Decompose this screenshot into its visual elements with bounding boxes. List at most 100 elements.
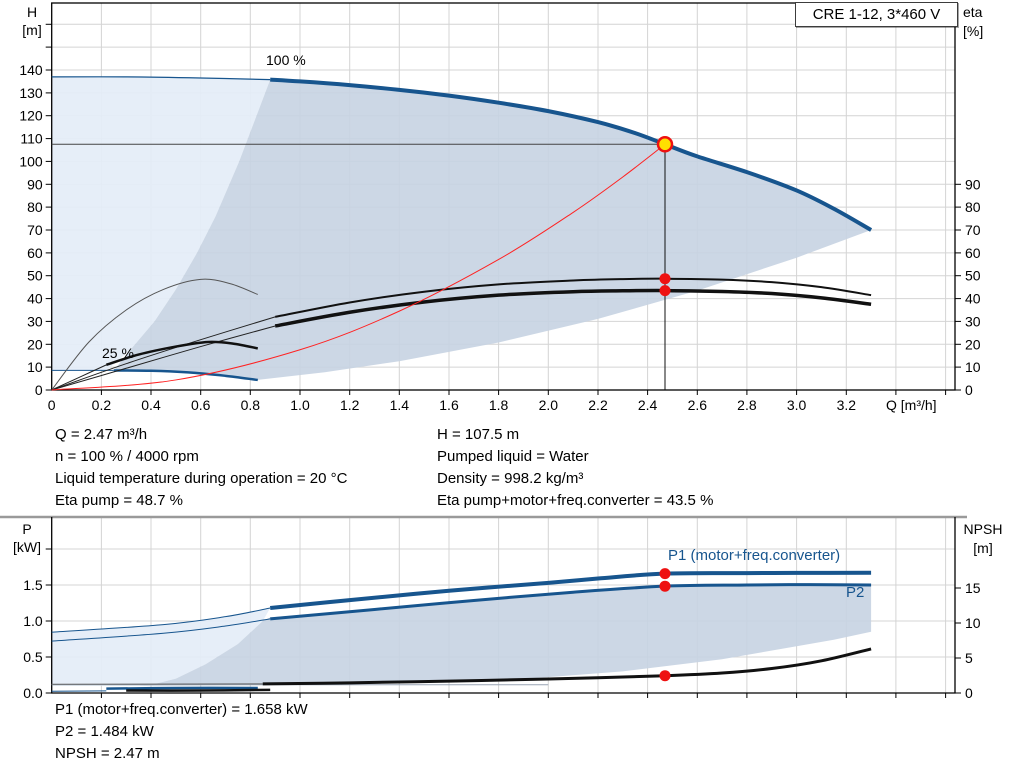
p1-curve	[269, 570, 872, 611]
tick-label: 40	[27, 291, 43, 307]
info-liquid-temperature: Liquid temperature during operation = 20…	[55, 470, 348, 487]
tick-label: 1.6	[439, 397, 459, 413]
duty-info-right: H = 107.5 m Pumped liquid = Water Densit…	[437, 424, 713, 512]
operating-range-low-flow	[51, 76, 271, 371]
npsh-axis-unit: [m]	[973, 540, 993, 556]
eta-total-25-low-flow	[51, 364, 107, 391]
tick-label: 0.2	[92, 397, 112, 413]
tick-label: 40	[965, 291, 981, 307]
info-flow: Q = 2.47 m³/h	[55, 426, 148, 443]
tick-label: 30	[27, 313, 43, 329]
duty-info-left: Q = 2.47 m³/h n = 100 % / 4000 rpm Liqui…	[55, 424, 347, 512]
pump-curve-100-low-flow	[51, 76, 271, 81]
tick-label: 90	[965, 176, 981, 192]
eta-pump-low-flow	[51, 316, 276, 391]
tick-label: 130	[19, 85, 43, 101]
tick-label: 60	[965, 245, 981, 261]
p1-duty-marker	[659, 568, 671, 580]
tick-label: 110	[20, 131, 43, 147]
tick-label: 2.4	[638, 397, 658, 413]
power-npsh-chart-plot-area[interactable]	[52, 517, 955, 693]
tick-label: 60	[27, 245, 43, 261]
tick-label: 0.5	[23, 649, 43, 665]
chart-frame	[51, 2, 956, 391]
info-npsh: NPSH = 2.47 m	[55, 745, 160, 762]
tick-label: 3.0	[787, 397, 807, 413]
tick-label: 50	[965, 268, 981, 284]
tick-label: 80	[27, 199, 43, 215]
info-speed: n = 100 % / 4000 rpm	[55, 448, 199, 465]
info-eta-pump: Eta pump = 48.7 %	[55, 492, 183, 509]
head-chart: 0 10 20 30 40 50 60 70 80 90 100 110 120 130 140 0 10 20 3…	[19, 2, 981, 413]
tick-label: 70	[965, 222, 981, 238]
tick-label: 90	[27, 176, 43, 192]
p1-curve-low-flow	[51, 607, 271, 633]
info-p1: P1 (motor+freq.converter) = 1.658 kW	[55, 701, 308, 718]
tick-label: 140	[19, 62, 43, 78]
tick-label: 1.2	[340, 397, 360, 413]
tick-label: 2.0	[539, 397, 559, 413]
tick-label: 20	[965, 336, 981, 352]
info-density: Density = 998.2 kg/m³	[437, 470, 584, 487]
pump-curve-25	[113, 369, 258, 382]
tick-label: 50	[27, 268, 43, 284]
npsh-curve-25	[126, 688, 271, 692]
power-range	[138, 584, 872, 686]
tick-label: 80	[965, 199, 981, 215]
tick-label: 20	[27, 336, 43, 352]
p2-duty-marker	[659, 580, 671, 592]
power-npsh-chart: 0.0 0.5 1.0 1.5 0 5 10 15	[0, 515, 981, 701]
tick-label: 1.4	[390, 397, 410, 413]
pump-curve-100	[270, 77, 873, 232]
info-head: H = 107.5 m	[437, 426, 520, 443]
eta-total-low-flow	[51, 325, 276, 391]
operating-range	[113, 79, 872, 380]
tick-label: 10	[27, 359, 43, 375]
affinity-curve-to-duty	[51, 143, 666, 391]
tick-label: 0	[965, 685, 973, 701]
head-axis-symbol: H	[26, 4, 38, 20]
tick-label: 5	[965, 650, 973, 666]
power-axis-unit: [kW]	[13, 539, 41, 555]
tick-label: 0.4	[141, 397, 161, 413]
tick-label: 0.6	[191, 397, 211, 413]
npsh-axis-symbol: NPSH	[963, 521, 1003, 537]
tick-label: 1.0	[23, 613, 43, 629]
eta-total-curve	[274, 288, 872, 328]
head-axis-title: H [m]	[14, 3, 50, 39]
tick-label: 70	[27, 222, 43, 238]
tick-label: 1.5	[23, 577, 43, 593]
power-axis-symbol: P	[22, 521, 32, 537]
head-axis-unit: [m]	[22, 22, 42, 38]
tick-label: 2.6	[688, 397, 708, 413]
eta-axis-symbol: eta	[963, 4, 983, 20]
tick-label: 100	[19, 153, 43, 169]
tick-label: 30	[965, 313, 981, 329]
tick-label: 2.8	[737, 397, 757, 413]
tick-label: 3.2	[837, 397, 857, 413]
p2-curve-low-flow	[51, 618, 271, 642]
tick-label: 0	[35, 382, 43, 398]
npsh-duty-marker	[659, 670, 671, 682]
info-pumped-liquid: Pumped liquid = Water	[437, 448, 589, 465]
flow-axis-title: Q [m³/h]	[886, 397, 937, 413]
eta-total-25-curve	[105, 340, 259, 367]
tick-label: 0.0	[23, 685, 43, 701]
p1-curve-label: P1 (motor+freq.converter)	[668, 547, 841, 564]
pump-name-box: CRE 1-12, 3*460 V	[795, 2, 958, 27]
tick-label: 10	[965, 359, 981, 375]
tick-label: 0	[965, 382, 973, 398]
tick-label: 1.0	[290, 397, 310, 413]
speed-100-label: 100 %	[266, 52, 306, 68]
eta-pump-25-curve	[51, 278, 258, 391]
p-curve-25	[106, 686, 258, 690]
head-chart-plot-area[interactable]	[52, 3, 955, 390]
p2-curve-label: P2	[846, 584, 865, 601]
npsh-curve	[262, 647, 872, 686]
tick-label: 15	[965, 580, 981, 596]
tick-label: 2.2	[588, 397, 608, 413]
tick-label: 1.8	[489, 397, 509, 413]
duty-point-marker[interactable]	[656, 136, 674, 153]
